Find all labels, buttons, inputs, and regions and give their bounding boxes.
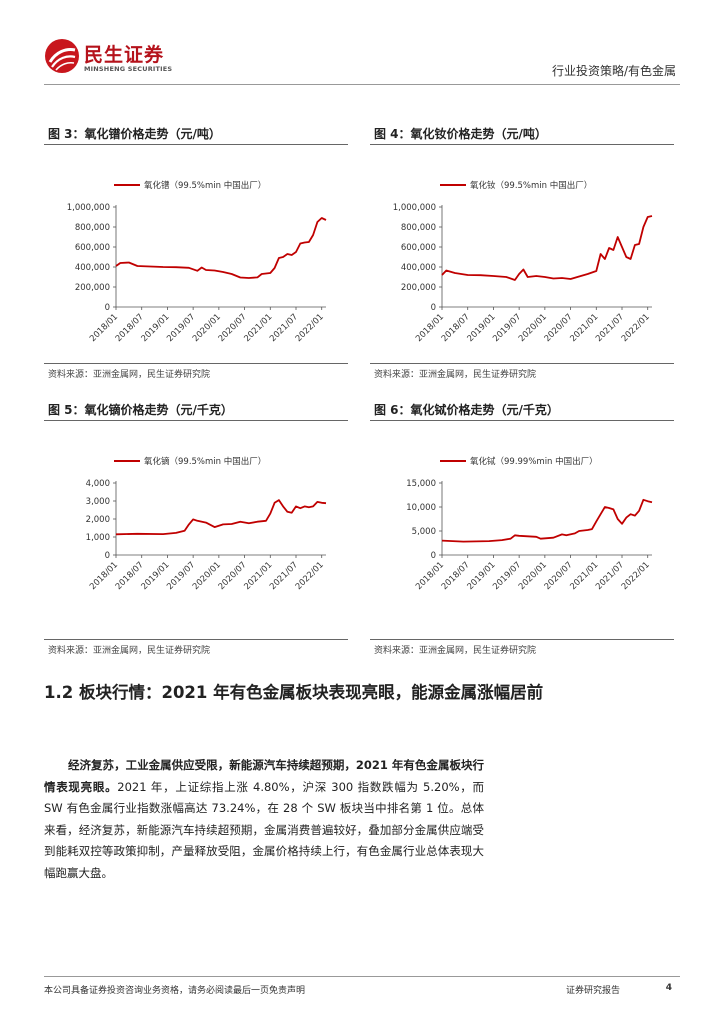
figure-bottom-rule xyxy=(44,639,348,640)
x-tick-label: 2022/01 xyxy=(620,560,652,592)
series-line xyxy=(115,499,327,536)
line-chart: 氧化镨（99.5%min 中国出厂） 0 200,000 400,000 600,000… xyxy=(67,180,327,344)
y-tick-label: 0 xyxy=(105,551,110,561)
chart-panel-praseodymium-oxide: 图 3：氧化镨价格走势（元/吨） 氧化镨（99.5%min 中国出厂） 0 200,… xyxy=(44,126,348,380)
series-line xyxy=(441,215,653,281)
series-line xyxy=(441,498,653,543)
figure-top-rule xyxy=(44,420,348,421)
paragraph-lead: 经济复苏，工业金属供应受限，新能源汽车持续超预期，2021 年有色金属板块行情表… xyxy=(44,758,484,794)
x-tick-label: 2022/01 xyxy=(294,560,326,592)
y-tick-label: 5,000 xyxy=(412,527,436,537)
brand-logo: 民生证券 MINSHENG SECURITIES xyxy=(44,38,180,80)
y-tick-label: 400,000 xyxy=(401,263,436,273)
legend-label: 氧化铽（99.99%min 中国出厂） xyxy=(470,456,598,467)
report-section-label: 行业投资策略/有色金属 xyxy=(551,64,676,78)
y-tick-label: 0 xyxy=(431,551,436,561)
line-chart: 氧化铽（99.99%min 中国出厂）05,00010,00015,000201… xyxy=(406,456,653,592)
body-paragraph: 经济复苏，工业金属供应受限，新能源汽车持续超预期，2021 年有色金属板块行情表… xyxy=(44,755,484,884)
brand-name-cn: 民生证券 xyxy=(84,44,165,66)
footer-doc-type: 证券研究报告 xyxy=(566,986,621,996)
figure-title: 图 5：氧化镝价格走势（元/千克） xyxy=(48,403,233,417)
y-tick-label: 1,000,000 xyxy=(393,203,436,213)
line-chart: 氧化镝（99.5%min 中国出厂） 0 1,000 2,000 3,000 4,000 2… xyxy=(86,456,327,592)
figure-top-rule xyxy=(44,144,348,145)
chart-panel-neodymium-oxide: 图 4：氧化钕价格走势（元/吨） 氧化钕（99.5%min 中国出厂） 0 200,… xyxy=(370,126,674,380)
footer-disclaimer: 本公司具备证券投资咨询业务资格，请务必阅读最后一页免责声明 xyxy=(44,986,306,996)
y-tick-label: 10,000 xyxy=(406,503,436,513)
chart-panel-terbium-oxide: 图 6：氧化铽价格走势（元/千克） 氧化铽（99.99%min 中国出厂） 0 5,… xyxy=(370,402,674,656)
chart-panel-dysprosium-oxide: 图 5：氧化镝价格走势（元/千克） 氧化镝（99.5%min 中国出厂） 0 1,0… xyxy=(44,402,348,656)
brand-name-en: MINSHENG SECURITIES xyxy=(84,65,173,73)
y-tick-label: 600,000 xyxy=(75,243,110,253)
legend-label: 氧化钕（99.5%min 中国出厂） xyxy=(470,180,592,191)
y-tick-label: 400,000 xyxy=(75,263,110,273)
figure-title: 图 4：氧化钕价格走势（元/吨） xyxy=(374,127,547,141)
figure-title: 图 3：氧化镨价格走势（元/吨） xyxy=(48,127,221,141)
figure-source: 资料来源：亚洲金属网，民生证券研究院 xyxy=(374,646,537,656)
y-tick-label: 800,000 xyxy=(401,223,436,233)
x-tick-label: 2022/01 xyxy=(294,312,326,344)
figure-source: 资料来源：亚洲金属网，民生证券研究院 xyxy=(48,370,211,380)
figure-bottom-rule xyxy=(44,363,348,364)
figure-source: 资料来源：亚洲金属网，民生证券研究院 xyxy=(374,370,537,380)
y-tick-label: 15,000 xyxy=(406,479,436,489)
y-tick-label: 1,000 xyxy=(86,533,110,543)
line-chart: 氧化钕（99.5%min 中国出厂） 0 200,000 400,000 600,000… xyxy=(393,180,653,344)
y-tick-label: 1,000,000 xyxy=(67,203,110,213)
figure-bottom-rule xyxy=(370,363,674,364)
footer-divider xyxy=(44,976,680,977)
paragraph-body: 2021 年，上证综指上涨 4.80%，沪深 300 指数跌幅为 5.20%，而… xyxy=(44,779,485,880)
figure-top-rule xyxy=(370,144,674,145)
legend-label: 氧化镨（99.5%min 中国出厂） xyxy=(144,180,266,191)
figure-bottom-rule xyxy=(370,639,674,640)
legend-label: 氧化镝（99.5%min 中国出厂） xyxy=(144,456,266,467)
y-tick-label: 200,000 xyxy=(401,283,436,293)
figure-top-rule xyxy=(370,420,674,421)
y-tick-label: 0 xyxy=(105,303,110,313)
header-divider xyxy=(44,84,680,85)
figure-title: 图 6：氧化铽价格走势（元/千克） xyxy=(374,403,559,417)
series-line xyxy=(115,217,327,279)
section-heading: 1.2 板块行情：2021 年有色金属板块表现亮眼，能源金属涨幅居前 xyxy=(44,683,544,702)
y-tick-label: 200,000 xyxy=(75,283,110,293)
minsheng-logo-icon xyxy=(45,39,79,73)
x-tick-label: 2022/01 xyxy=(620,312,652,344)
y-tick-label: 3,000 xyxy=(86,497,110,507)
y-tick-label: 0 xyxy=(431,303,436,313)
y-tick-label: 4,000 xyxy=(86,479,110,489)
y-tick-label: 600,000 xyxy=(401,243,436,253)
figure-source: 资料来源：亚洲金属网，民生证券研究院 xyxy=(48,646,211,656)
y-tick-label: 2,000 xyxy=(86,515,110,525)
y-tick-label: 800,000 xyxy=(75,223,110,233)
page-number: 4 xyxy=(665,983,672,993)
